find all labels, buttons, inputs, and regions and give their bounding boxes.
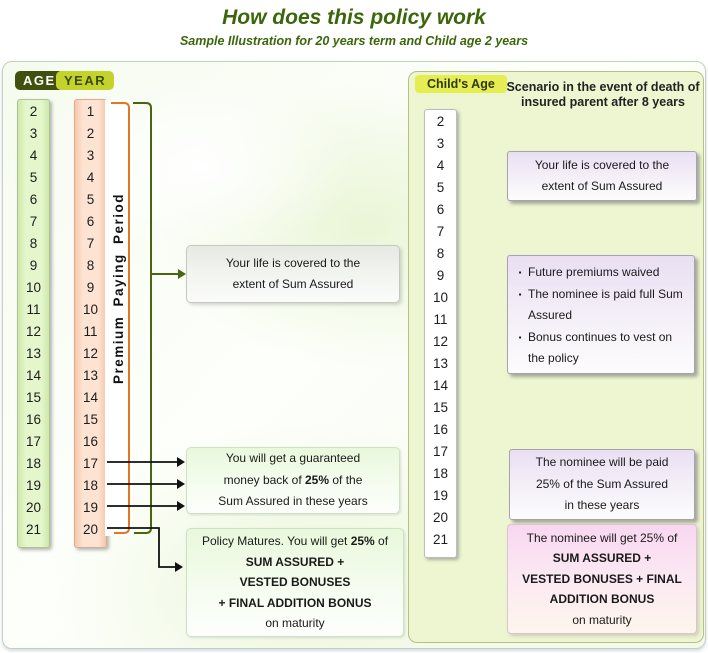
childs-age-cell: 2	[436, 113, 445, 129]
page-title: How does this policy work	[222, 6, 486, 29]
childs-age-cell: 15	[432, 399, 449, 415]
age-cell: 7	[29, 213, 38, 229]
childs-age-cell: 12	[432, 333, 449, 349]
childs-age-column-header: Child's Age	[415, 75, 507, 93]
childs-age-cell: 5	[436, 179, 445, 195]
year-cell: 6	[86, 213, 95, 229]
age-cell: 10	[25, 279, 42, 295]
nominee-maturity-box: The nominee will get 25% of SUM ASSURED +…	[507, 524, 697, 634]
childs-age-cell: 21	[432, 531, 449, 547]
year-cell: 7	[86, 235, 95, 251]
life-cover-box-left: Your life is covered to the extent of Sum…	[186, 245, 400, 303]
year-cell: 17	[82, 455, 99, 471]
year-cell: 8	[86, 257, 95, 273]
childs-age-cell: 13	[432, 355, 449, 371]
green-arrow-head	[178, 269, 186, 279]
childs-age-cell: 9	[436, 267, 445, 283]
year-cell: 14	[82, 389, 99, 405]
year-cell: 16	[82, 433, 99, 449]
childs-age-column: 2 3 4 5 6 7 8 9 10 11 12 13 14 15 16 17 18 19 20 21	[424, 109, 457, 558]
black-arrow-head-year17	[177, 457, 185, 467]
year-cell: 12	[82, 345, 99, 361]
childs-age-cell: 7	[436, 223, 445, 239]
year-cell: 4	[86, 169, 95, 185]
year-cell: 13	[82, 367, 99, 383]
maturity-box: Policy Matures. You will get 25% of SUM A…	[186, 528, 404, 637]
year-cell: 10	[82, 301, 99, 317]
year-cell: 18	[82, 477, 99, 493]
age-cell: 9	[29, 257, 38, 273]
year-cell: 15	[82, 411, 99, 427]
age-cell: 20	[25, 499, 42, 515]
childs-age-cell: 16	[432, 421, 449, 437]
childs-age-cell: 20	[432, 509, 449, 525]
age-cell: 3	[29, 125, 38, 141]
black-elbow-arrow-head	[175, 562, 183, 572]
bullet-icon: ▪	[518, 268, 522, 277]
childs-age-cell: 17	[432, 443, 449, 459]
childs-age-cell: 6	[436, 201, 445, 217]
scenario-heading: Scenario in the event of death of insured…	[506, 80, 700, 109]
year-cell: 20	[82, 521, 99, 537]
age-column-header: AGE	[15, 71, 64, 90]
age-column: 2 3 4 5 6 7 8 9 10 11 12 13 14 15 16 17 18 19 20 21	[17, 99, 50, 548]
childs-age-cell: 10	[432, 289, 449, 305]
year-column-header: YEAR	[56, 71, 115, 90]
age-cell: 2	[29, 103, 38, 119]
money-back-box: You will get a guaranteed money back of 2…	[186, 447, 400, 514]
age-cell: 6	[29, 191, 38, 207]
death-benefit-item: ▪ Bonus continues to vest on the policy	[512, 327, 690, 370]
life-cover-box-right: Your life is covered to the extent of Sum…	[507, 151, 697, 201]
age-cell: 8	[29, 235, 38, 251]
death-benefits-list: ▪ Future premiums waived ▪ The nominee i…	[512, 262, 690, 370]
year-column: 1 2 3 4 5 6 7 8 9 10 11 12 13 14 15 16 17 18 19 20	[74, 99, 107, 548]
premium-paying-period-label: Premium Paying Period	[111, 192, 126, 384]
death-scenario-panel: Child's Age Scenario in the event of dea…	[408, 71, 704, 643]
age-cell: 13	[25, 345, 42, 361]
green-bracket	[133, 102, 152, 534]
age-cell: 5	[29, 169, 38, 185]
age-cell: 14	[25, 367, 42, 383]
policy-diagram-panel: AGE YEAR 2 3 4 5 6 7 8 9 10 11 12 13 14 15 16 17 18 19 20 2…	[2, 61, 706, 649]
year-cell: 5	[86, 191, 95, 207]
bullet-icon: ▪	[518, 332, 522, 342]
year-cell: 1	[86, 103, 95, 119]
year-cell: 2	[86, 125, 95, 141]
age-cell: 18	[25, 455, 42, 471]
childs-age-cell: 11	[433, 311, 448, 327]
year-cell: 9	[86, 279, 95, 295]
childs-age-cell: 18	[432, 465, 449, 481]
nominee-money-back-box: The nominee will be paid 25% of the Sum A…	[509, 449, 695, 520]
childs-age-cell: 8	[436, 245, 445, 261]
death-benefit-item: ▪ Future premiums waived	[512, 262, 690, 284]
black-arrow-head-year19	[177, 501, 185, 511]
year-cell: 3	[86, 147, 95, 163]
page-subtitle: Sample Illustration for 20 years term an…	[179, 34, 529, 48]
age-cell: 17	[25, 433, 42, 449]
age-cell: 16	[25, 411, 42, 427]
childs-age-cell: 3	[436, 135, 445, 151]
childs-age-cell: 4	[436, 157, 445, 173]
age-cell: 11	[26, 301, 41, 317]
age-cell: 15	[25, 389, 42, 405]
age-cell: 4	[29, 147, 38, 163]
year-cell: 19	[82, 499, 99, 515]
death-benefits-box: ▪ Future premiums waived ▪ The nominee i…	[507, 255, 695, 374]
childs-age-cell: 19	[432, 487, 449, 503]
death-benefit-item: ▪ The nominee is paid full Sum Assured	[512, 284, 690, 327]
year-cell: 11	[83, 323, 98, 339]
age-cell: 12	[25, 323, 42, 339]
age-cell: 21	[25, 521, 42, 537]
childs-age-cell: 14	[432, 377, 449, 393]
bullet-icon: ▪	[518, 289, 522, 299]
black-arrow-head-year18	[177, 479, 185, 489]
age-cell: 19	[25, 477, 42, 493]
